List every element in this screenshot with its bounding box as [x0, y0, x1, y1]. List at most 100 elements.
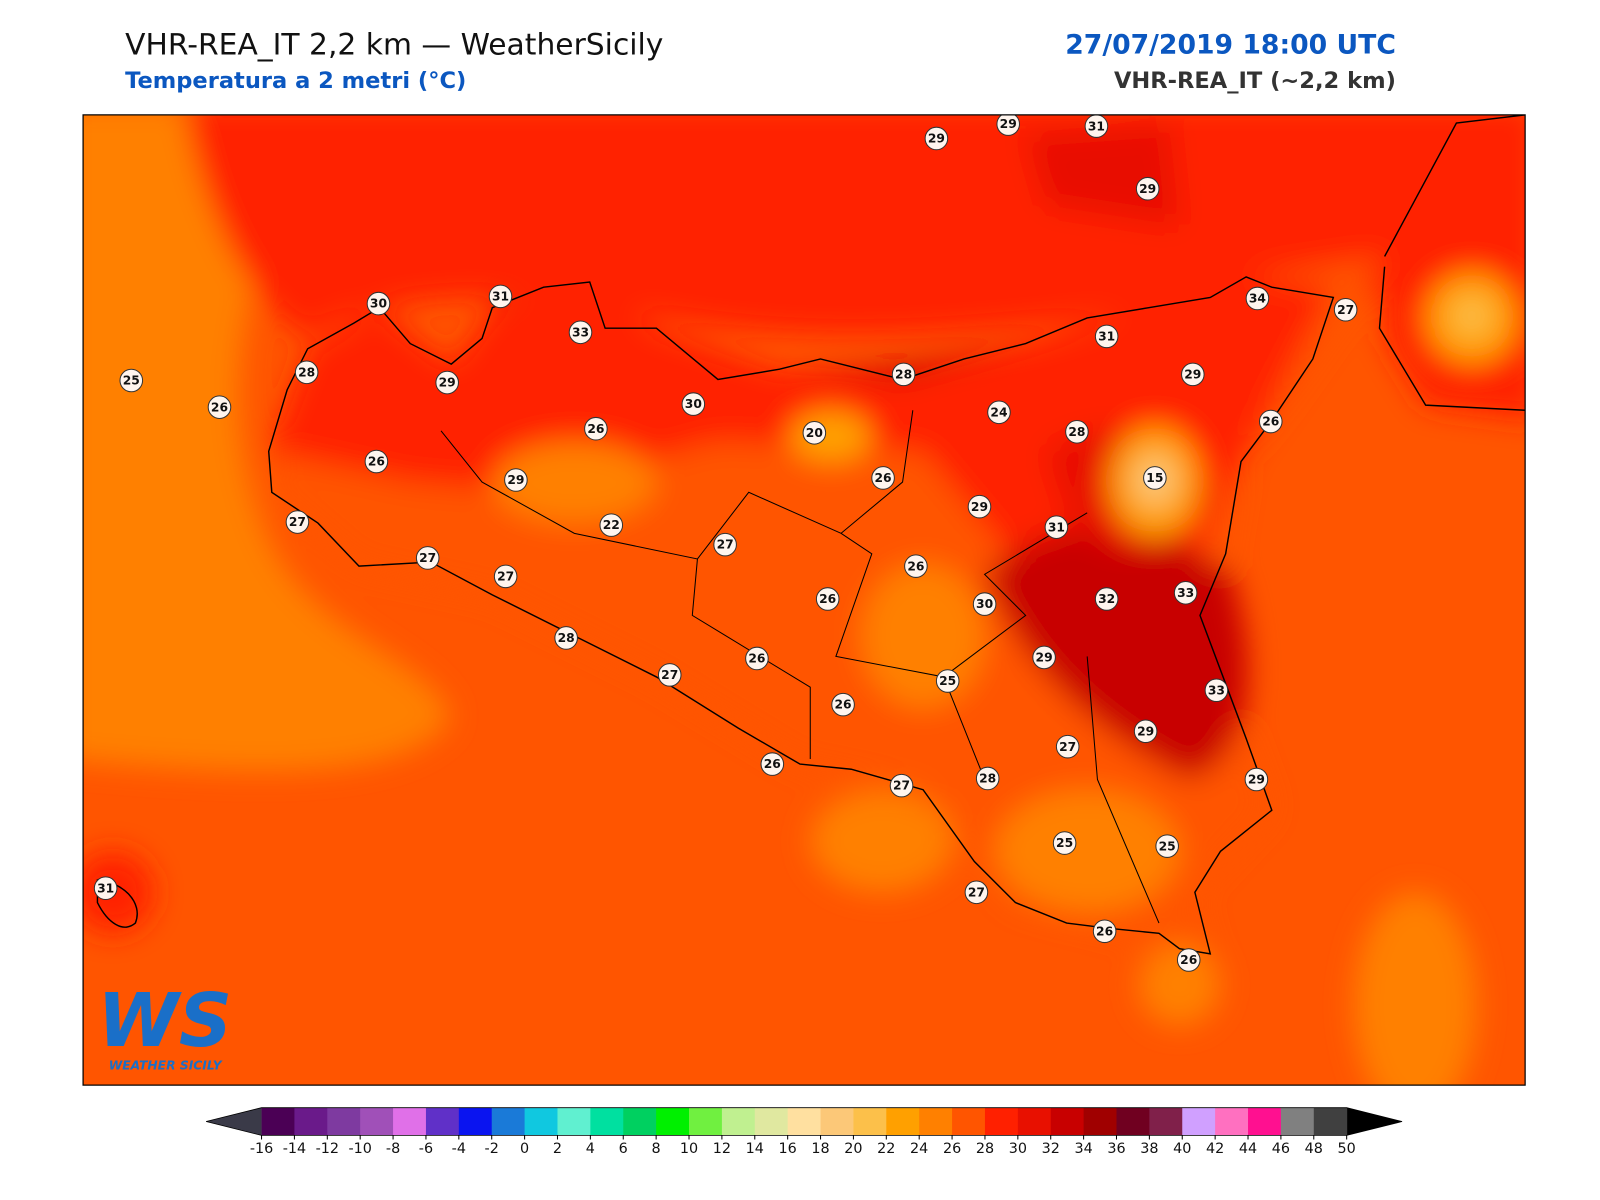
colorbar-segment — [787, 1107, 822, 1136]
station-marker — [745, 646, 769, 671]
station-marker — [1133, 719, 1158, 744]
station-marker — [967, 494, 992, 519]
station-marker — [568, 320, 593, 345]
station-marker — [1092, 919, 1117, 944]
colorbar-segment — [1116, 1107, 1150, 1136]
colorbar-tick-label: -8 — [386, 1141, 400, 1157]
colorbar-tick-label: 30 — [1009, 1141, 1027, 1157]
colorbar-tick-label: 50 — [1338, 1141, 1356, 1157]
station-value: 33 — [572, 325, 589, 339]
colorbar-tick-label: 4 — [586, 1141, 595, 1157]
station-value: 28 — [979, 772, 996, 786]
colorbar-tick-label: 32 — [1042, 1141, 1060, 1157]
station-value: 31 — [492, 290, 509, 304]
station-marker — [802, 421, 827, 445]
station-value: 28 — [298, 365, 315, 379]
colorbar-tick-label: 20 — [844, 1141, 862, 1157]
colorbar-segment — [623, 1107, 657, 1136]
station-marker — [554, 626, 578, 650]
colorbar-tick-label: -4 — [452, 1141, 466, 1157]
station-value: 29 — [1036, 651, 1053, 665]
colorbar-tick-label: 18 — [811, 1141, 829, 1157]
station-value: 27 — [968, 885, 985, 899]
station-value: 28 — [1068, 425, 1085, 439]
station-marker — [935, 669, 960, 693]
station-marker — [871, 466, 895, 490]
colorbar-segment — [360, 1107, 394, 1136]
station-value: 29 — [1139, 182, 1156, 196]
colorbar-tick-label: -2 — [485, 1141, 499, 1157]
colorbar-tick-label: 10 — [680, 1141, 698, 1157]
station-marker — [713, 532, 737, 557]
colorbar-segment — [393, 1107, 427, 1136]
colorbar-segment — [458, 1107, 493, 1136]
colorbar-segment — [1215, 1107, 1249, 1136]
colorbar-segment — [1280, 1107, 1315, 1136]
station-marker — [1245, 286, 1270, 311]
station-value: 27 — [497, 570, 514, 584]
station-marker — [285, 510, 310, 534]
station-value: 29 — [1184, 367, 1201, 381]
station-marker — [1155, 834, 1179, 858]
station-value: 26 — [875, 471, 892, 485]
station-marker — [599, 513, 624, 537]
colorbar-segment — [1313, 1107, 1348, 1136]
colorbar-segment — [1050, 1107, 1085, 1136]
colorbar-tick-label: -16 — [250, 1141, 273, 1157]
station-marker — [1143, 466, 1167, 490]
temperature-field — [83, 114, 1526, 1086]
station-value: 24 — [990, 405, 1007, 419]
station-value: 29 — [439, 376, 456, 390]
station-marker — [924, 126, 949, 151]
logo: WS — [97, 978, 232, 1064]
colorbar-segment — [1017, 1107, 1052, 1136]
station-value: 29 — [1248, 773, 1265, 787]
station-value: 27 — [1337, 303, 1354, 317]
station-value: 28 — [895, 367, 912, 381]
colorbar-tick-label: 48 — [1305, 1141, 1323, 1157]
station-marker — [119, 368, 144, 393]
station-marker — [1084, 114, 1109, 138]
station-marker — [972, 592, 997, 616]
station-marker — [1055, 734, 1080, 759]
colorbar-tick-label: 40 — [1173, 1141, 1191, 1157]
colorbar-segment — [524, 1107, 558, 1136]
station-value: 33 — [1177, 586, 1194, 600]
colorbar-segment — [590, 1107, 624, 1136]
station-value: 26 — [1096, 924, 1113, 938]
station-marker — [1044, 515, 1069, 539]
station-marker — [831, 692, 855, 717]
station-marker — [1333, 297, 1358, 322]
colorbar-tick-label: 6 — [619, 1141, 628, 1157]
logo-caption: WEATHER SICILY — [109, 1059, 223, 1073]
colorbar-segment — [886, 1107, 920, 1136]
colorbar-segment — [721, 1107, 756, 1136]
coastline — [267, 276, 1335, 955]
station-marker — [584, 416, 608, 441]
station-marker — [1258, 409, 1283, 434]
station-marker — [1176, 948, 1201, 972]
station-value: 22 — [603, 518, 620, 532]
station-value: 31 — [1098, 330, 1115, 344]
colorbar-segment — [1083, 1107, 1118, 1136]
station-value: 32 — [1098, 592, 1115, 606]
colorbar-tick-label: 34 — [1074, 1141, 1092, 1157]
colorbar-segment — [1149, 1107, 1183, 1136]
station-marker — [996, 114, 1020, 136]
colorbar-tick-label: 24 — [910, 1141, 928, 1157]
station-value: 29 — [1000, 117, 1017, 131]
station-marker — [657, 663, 682, 687]
station-value: 27 — [1059, 740, 1076, 754]
station-value: 31 — [97, 881, 114, 895]
colorbar-tick-label: 44 — [1239, 1141, 1257, 1157]
station-marker — [964, 880, 989, 905]
station-value: 25 — [123, 374, 140, 388]
station-value: 26 — [764, 757, 781, 771]
station-value: 25 — [939, 674, 956, 688]
station-value: 31 — [1048, 520, 1065, 534]
colorbar-segment — [754, 1107, 789, 1136]
map: 29 29 31 29 30 31 33 34 27 31 25 28 29 28 29 26 30 24 26 20… — [83, 114, 1526, 1086]
station-value: 27 — [717, 538, 734, 552]
station-value: 30 — [685, 397, 702, 411]
station-marker — [504, 468, 528, 492]
